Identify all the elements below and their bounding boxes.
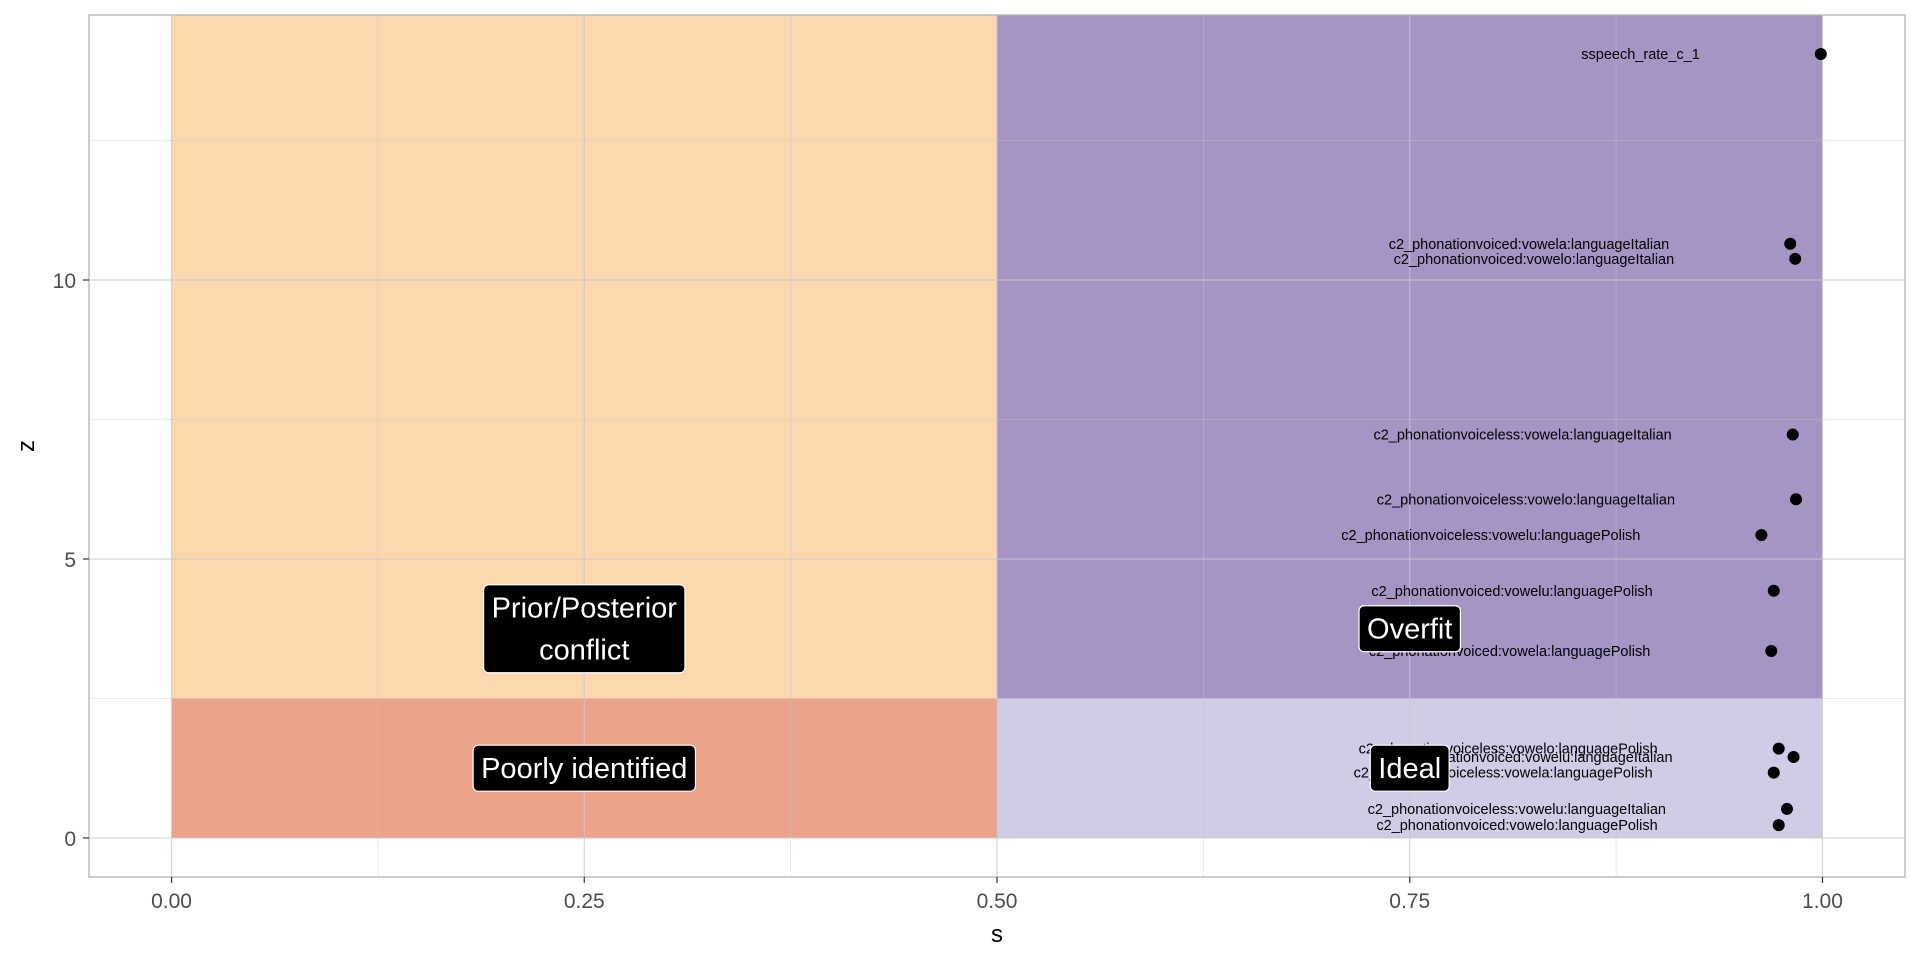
x-tick-label: 0.50 bbox=[977, 890, 1018, 913]
region-label-text: Prior/Posterior bbox=[492, 593, 678, 625]
point-label: c2_phonationvoiced:vowelo:languageItalia… bbox=[1394, 252, 1675, 268]
x-tick-label: 0.75 bbox=[1389, 890, 1430, 913]
data-point bbox=[1784, 237, 1797, 250]
region-label-poorly-identified: Poorly identified bbox=[472, 744, 697, 792]
x-tick-label: 0.25 bbox=[564, 890, 605, 913]
y-tick-label: 5 bbox=[64, 549, 76, 572]
x-tick-label: 0.00 bbox=[151, 890, 192, 913]
data-point bbox=[1789, 252, 1802, 265]
data-point bbox=[1767, 584, 1780, 597]
point-label: c2_phonationvoiceless:vowelu:languageIta… bbox=[1368, 802, 1666, 818]
region-label-box bbox=[472, 744, 697, 792]
region-label-text: conflict bbox=[539, 635, 629, 667]
data-point bbox=[1786, 428, 1799, 441]
data-point bbox=[1765, 645, 1778, 658]
data-point bbox=[1814, 48, 1827, 61]
point-label: c2_phonationvoiced:vowelo:languagePolish bbox=[1376, 818, 1657, 834]
data-point bbox=[1772, 819, 1785, 832]
data-point bbox=[1780, 802, 1793, 815]
ticks-layer: 0.00 0.25 0.50 0.75 1.00 0 5 10 bbox=[53, 270, 1843, 913]
region-label-text: Poorly identified bbox=[481, 753, 687, 785]
data-point bbox=[1790, 493, 1803, 506]
region-label-box bbox=[483, 584, 686, 674]
region-label-text: Ideal bbox=[1378, 753, 1441, 785]
region-label-prior-posterior-conflict: Prior/Posterior conflict bbox=[483, 584, 686, 674]
data-point bbox=[1755, 528, 1768, 541]
grid-layer bbox=[89, 15, 1905, 877]
region-label-overfit: Overfit bbox=[1358, 605, 1462, 653]
data-point bbox=[1767, 766, 1780, 779]
x-axis-title: s bbox=[991, 921, 1003, 948]
point-label: c2_phonationvoiced:vowelu:languageItalia… bbox=[1392, 750, 1673, 766]
x-tick-label: 1.00 bbox=[1802, 890, 1843, 913]
point-label: sspeech_rate_c_1 bbox=[1581, 47, 1700, 63]
data-point bbox=[1787, 751, 1800, 764]
point-label: c2_phonationvoiceless:vowelo:languageIta… bbox=[1377, 492, 1675, 508]
y-tick-label: 10 bbox=[53, 270, 76, 293]
region-label-box bbox=[1358, 605, 1462, 653]
region-label-text: Overfit bbox=[1367, 614, 1452, 646]
data-point bbox=[1772, 742, 1785, 755]
region-label-ideal: Ideal bbox=[1369, 744, 1450, 792]
region-labels-layer: Prior/Posterior conflict Poorly identified… bbox=[472, 584, 1462, 792]
point-label: c2_phonationvoiceless:vowela:languageIta… bbox=[1373, 428, 1671, 444]
point-label: c2_phonationvoiced:vowela:languageItalia… bbox=[1389, 237, 1670, 253]
point-label: c2_phonationvoiceless:vowelu:languagePol… bbox=[1341, 528, 1640, 544]
y-axis-title: z bbox=[13, 440, 40, 452]
point-label: c2_phonationvoiced:vowelu:languagePolish bbox=[1371, 584, 1652, 600]
y-tick-label: 0 bbox=[64, 828, 76, 851]
region-label-box bbox=[1369, 744, 1450, 792]
